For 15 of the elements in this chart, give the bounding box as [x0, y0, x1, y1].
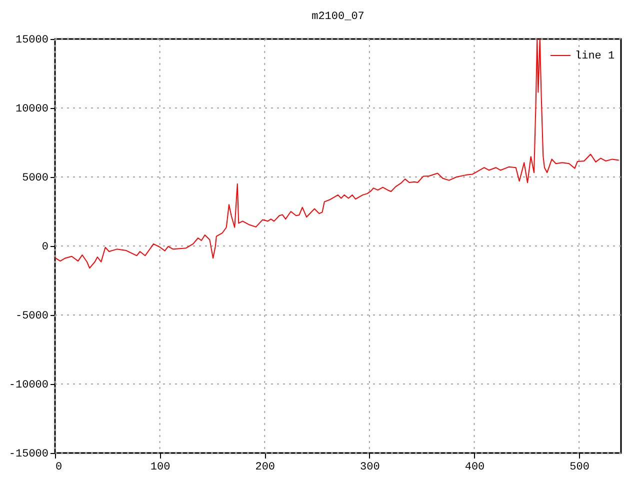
x-tick-label: 500 — [570, 462, 590, 474]
y-tick-label: -5000 — [15, 310, 48, 322]
chart-title: m2100_07 — [312, 11, 364, 23]
y-tick-label: 10000 — [15, 104, 48, 116]
y-tick-label: 15000 — [15, 34, 48, 46]
y-tick-label: -10000 — [8, 380, 48, 392]
x-tick-label: 300 — [360, 462, 380, 474]
x-tick-label: 0 — [56, 462, 62, 474]
y-tick-label: -15000 — [8, 448, 48, 460]
x-tick-label: 400 — [464, 462, 485, 474]
x-tick-label: 200 — [255, 462, 276, 474]
y-tick-label: 5000 — [22, 172, 48, 184]
y-tick-label: 0 — [42, 242, 48, 254]
legend-label: line 1 — [575, 50, 616, 62]
x-tick-label: 100 — [150, 462, 170, 474]
